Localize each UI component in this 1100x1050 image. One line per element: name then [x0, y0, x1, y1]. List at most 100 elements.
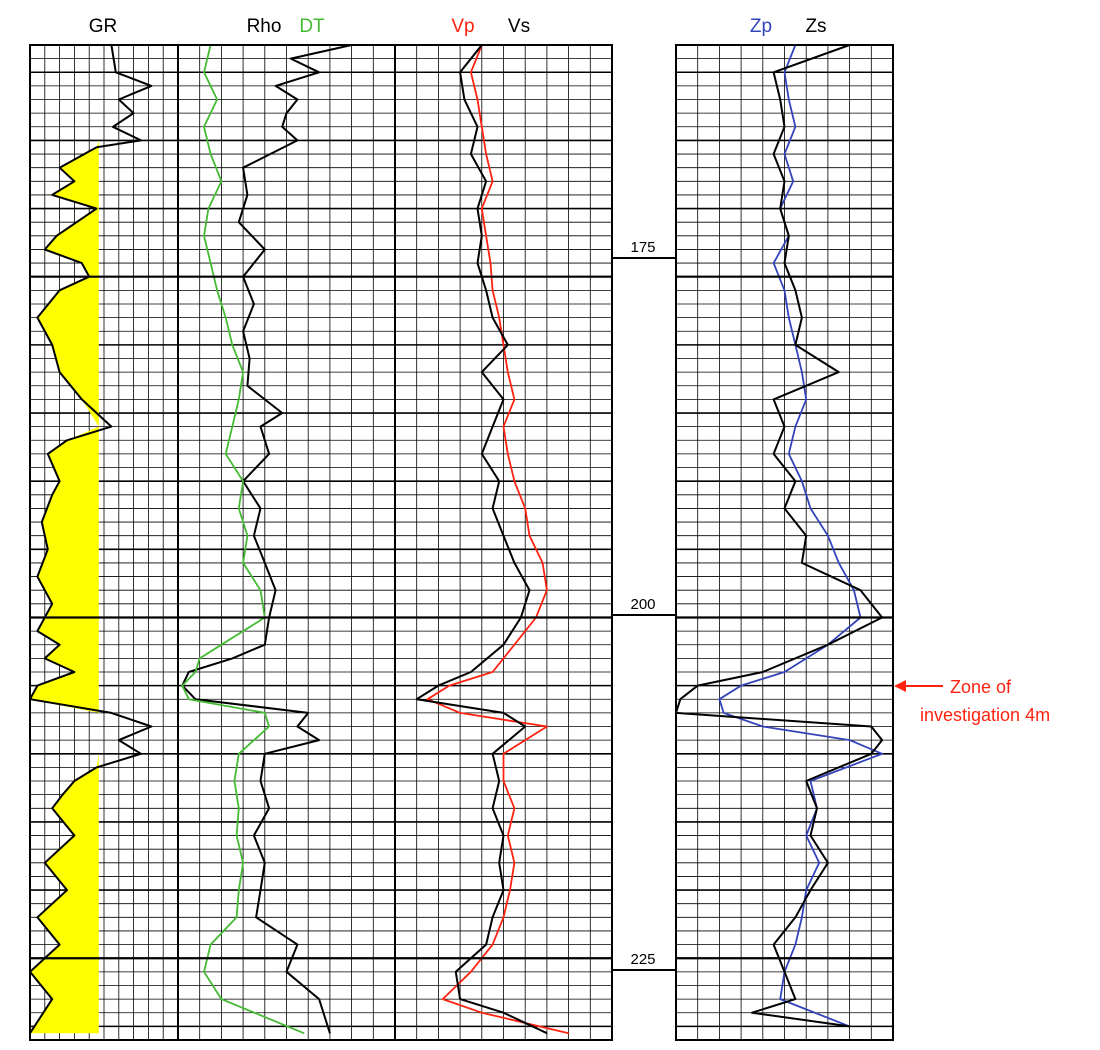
gr-point	[118, 98, 120, 101]
rho-point	[249, 357, 251, 360]
vs-point	[470, 153, 472, 155]
vp-point	[528, 535, 531, 537]
dt-point	[238, 889, 240, 891]
vs-point	[502, 889, 505, 891]
vp-point	[459, 712, 461, 714]
zs-point	[679, 698, 681, 700]
zp-point	[853, 589, 855, 591]
dt-point	[181, 685, 183, 687]
gr-point	[140, 753, 142, 755]
vs-point	[502, 1012, 505, 1014]
gr-point	[36, 317, 39, 319]
zs-point	[773, 398, 775, 400]
vs-point	[485, 289, 487, 291]
gr-point	[51, 494, 53, 496]
zp-point	[762, 725, 764, 728]
vs-track-title: Vs	[508, 16, 530, 37]
gr-point	[96, 208, 98, 210]
rho-point	[259, 507, 262, 509]
rho-point	[259, 426, 262, 428]
dt-point	[210, 153, 212, 155]
gr-point	[73, 780, 75, 782]
vs-point	[546, 1032, 548, 1034]
zs-point	[773, 153, 775, 155]
zp-point	[794, 126, 797, 128]
rho-point	[285, 971, 288, 973]
gr-point	[110, 426, 112, 428]
zs-point	[783, 262, 786, 264]
gr-point	[110, 712, 112, 714]
vs-point	[476, 126, 479, 128]
gr-point	[51, 344, 53, 346]
gr-point	[115, 71, 117, 73]
rho-point	[253, 535, 255, 537]
gr-point	[73, 834, 75, 837]
vp-point	[481, 126, 483, 128]
gr-point	[36, 630, 39, 632]
zs-point	[773, 71, 775, 73]
zp-point	[805, 889, 807, 891]
zs-point	[805, 780, 807, 782]
vp-point	[507, 834, 509, 837]
dt-point	[216, 98, 218, 101]
gr-point	[66, 439, 68, 441]
track-frames	[29, 44, 894, 1041]
rho-point	[246, 194, 248, 196]
zs-point	[809, 889, 812, 891]
vp-point	[502, 780, 505, 782]
vp-point	[492, 671, 494, 673]
gr-point	[62, 794, 64, 796]
dt-point	[225, 453, 227, 455]
zs-track-title: Zs	[805, 16, 826, 37]
dt-point	[203, 126, 205, 128]
gr-fill-layer	[30, 45, 99, 1034]
rho-point	[307, 712, 309, 714]
zp-point	[881, 753, 883, 755]
zp-point	[849, 739, 851, 741]
gr-point	[112, 126, 114, 128]
vp-point	[568, 1032, 570, 1034]
gr-point	[44, 657, 46, 660]
zs-point	[788, 235, 790, 237]
vs-point	[498, 780, 500, 782]
zs-point	[816, 807, 818, 809]
vp-point	[502, 344, 505, 346]
rho-point	[264, 862, 266, 864]
zs-point	[751, 1012, 753, 1014]
zp-point	[788, 317, 790, 319]
dt-point	[225, 317, 227, 319]
zp-point	[788, 98, 790, 101]
zs-point	[870, 725, 872, 728]
zp-point	[783, 71, 786, 73]
vs-point	[498, 480, 500, 482]
zp-point	[718, 698, 721, 700]
zs-point	[794, 998, 797, 1000]
zs-point	[783, 507, 786, 509]
vp-point	[427, 698, 429, 700]
gr-point	[47, 548, 49, 550]
dt-point	[203, 971, 205, 973]
dt-point	[242, 480, 244, 482]
gr-point	[41, 521, 43, 523]
zs-point	[794, 916, 797, 918]
vp-point	[489, 262, 492, 264]
gr-point	[96, 146, 98, 148]
zp-point	[723, 712, 725, 714]
rho-point	[296, 944, 298, 946]
zp-point	[827, 535, 829, 537]
zs-point	[773, 453, 775, 455]
zs-point	[849, 1025, 851, 1027]
vs-point	[416, 698, 418, 700]
gr-point	[140, 139, 142, 141]
vs-point	[524, 725, 526, 728]
zp-point	[801, 916, 803, 918]
vp-point	[492, 289, 494, 291]
vs-point	[502, 834, 505, 837]
gr-point	[150, 725, 152, 728]
rho-point	[296, 725, 298, 728]
vs-point	[498, 862, 500, 864]
dt-point	[264, 712, 266, 714]
vp-point	[513, 644, 516, 646]
rho-point	[329, 1032, 331, 1034]
gr-point	[59, 644, 61, 646]
